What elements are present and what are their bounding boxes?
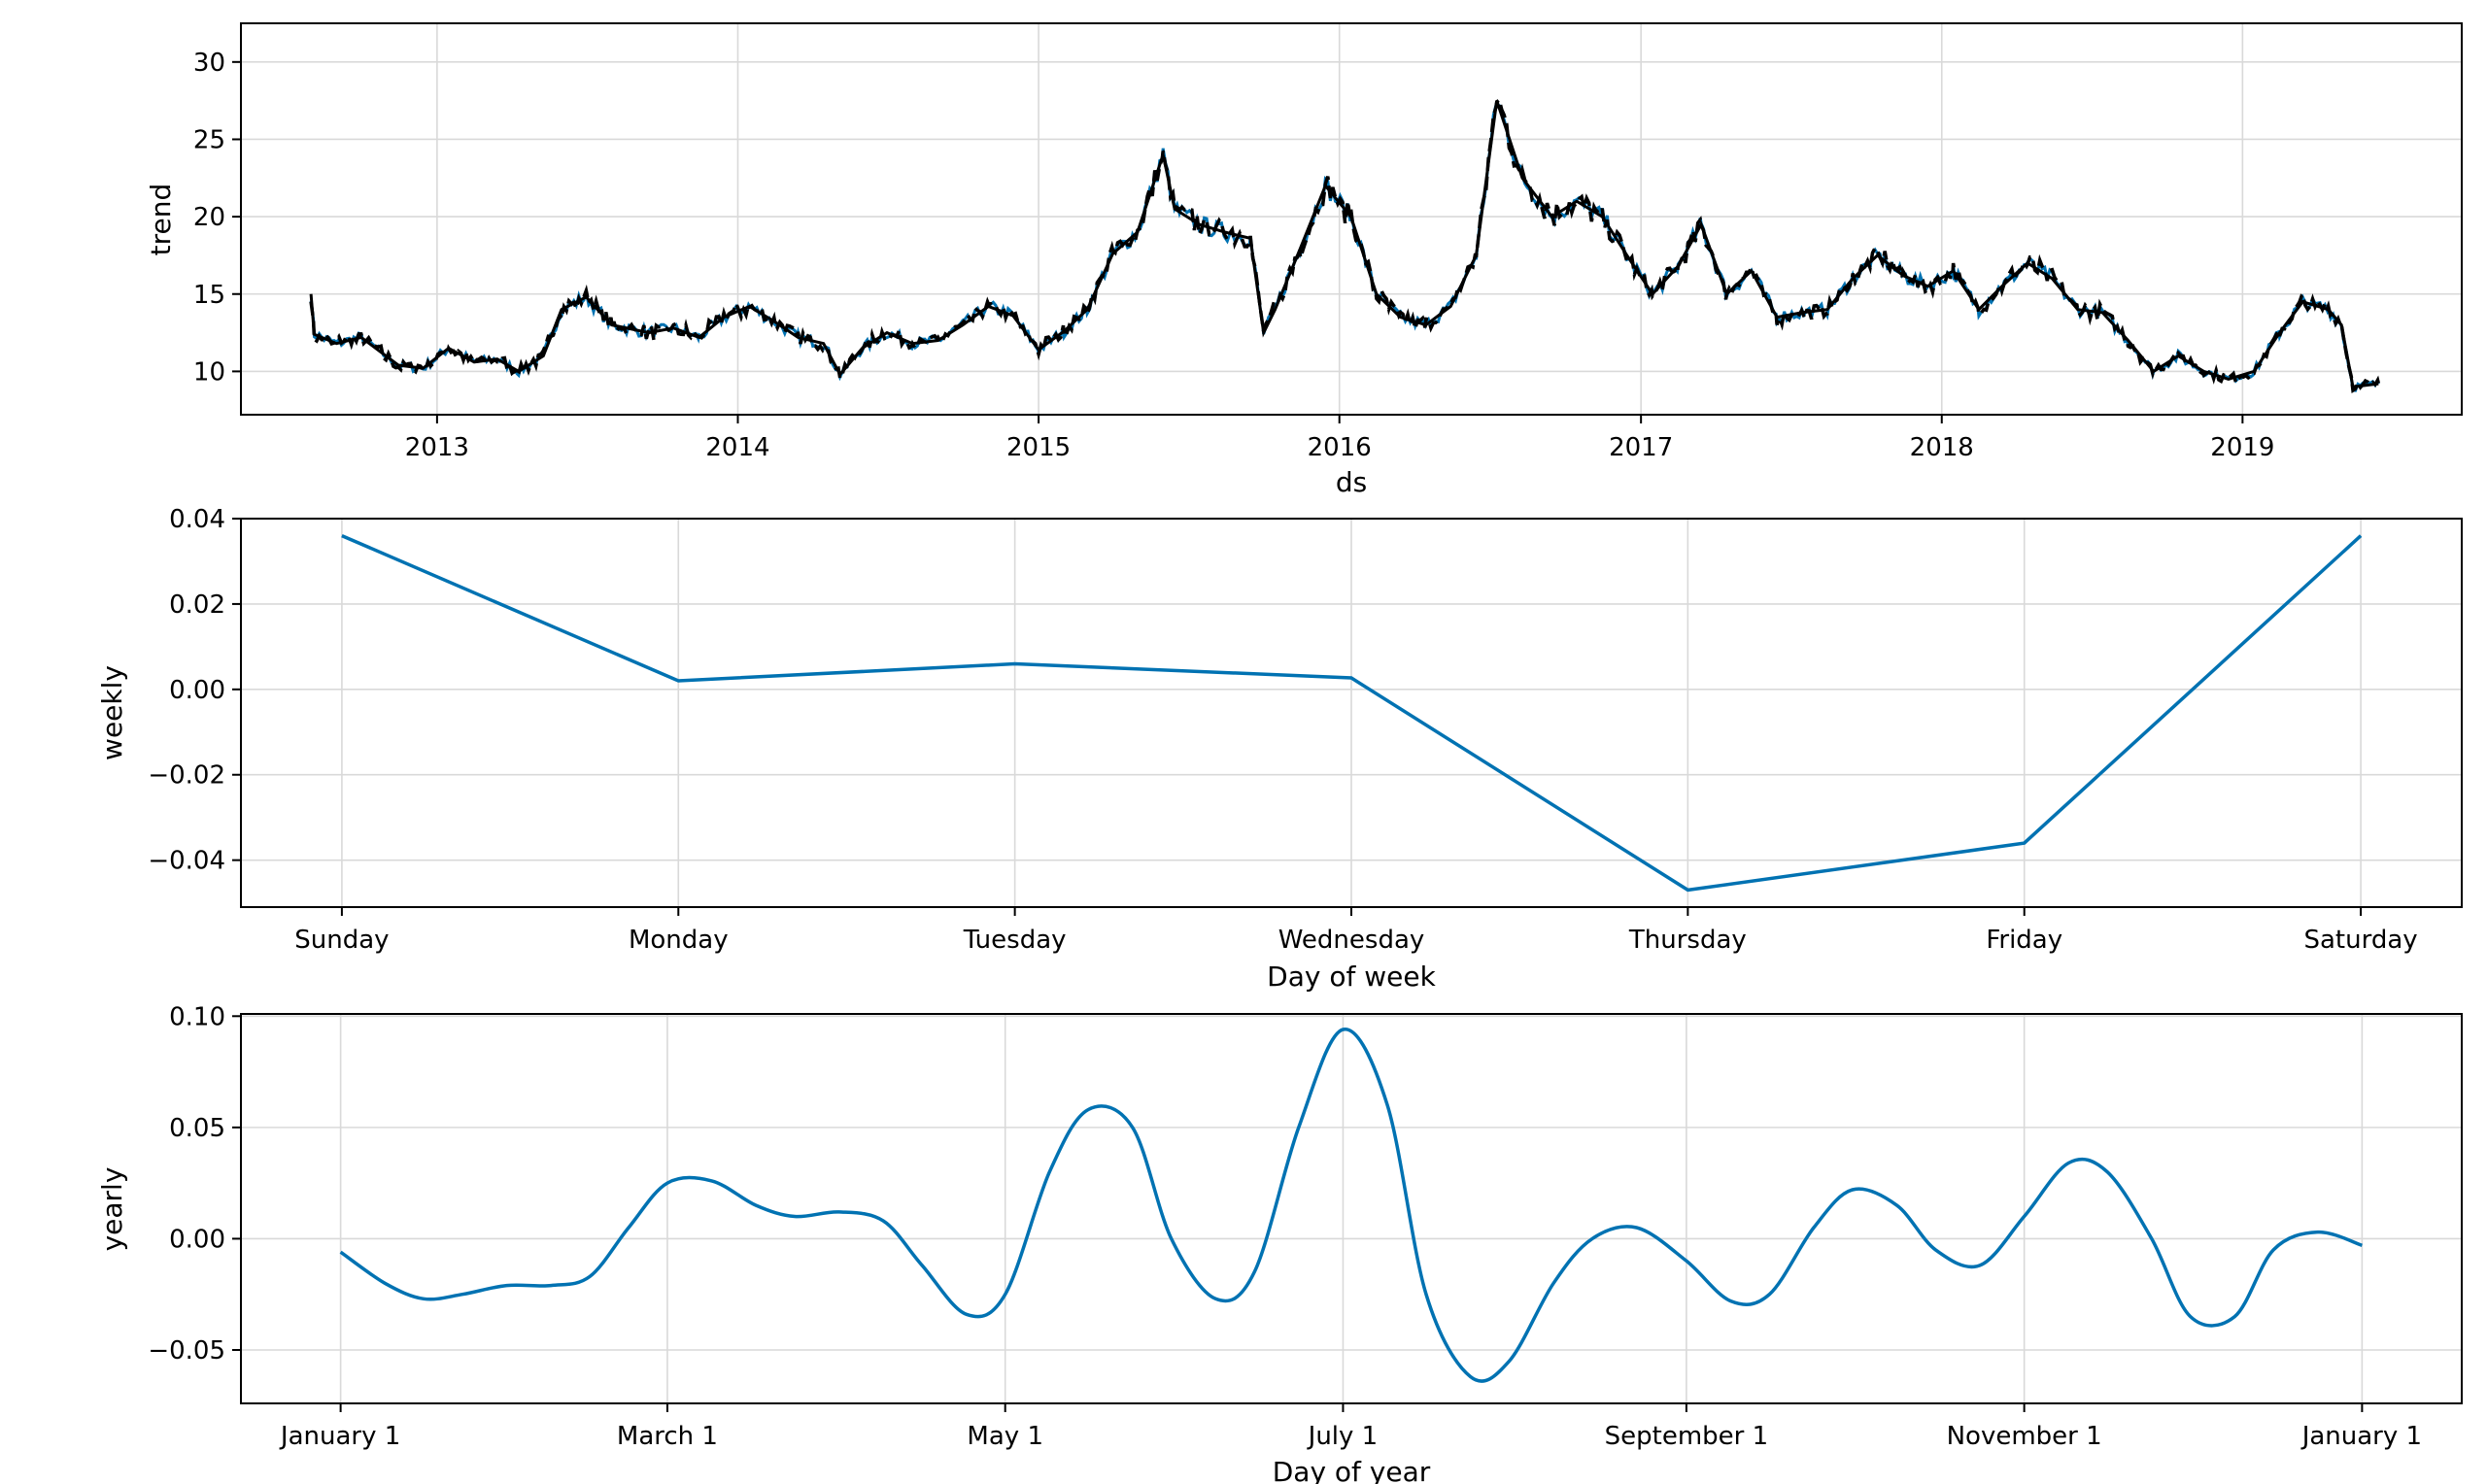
weekly-y-tick-label: −0.02 [148,761,225,791]
yearly-x-tick-label: January 1 [2300,1422,2422,1451]
yearly-x-tick-label: May 1 [967,1422,1043,1451]
weekly-x-tick-label: Sunday [294,926,389,955]
weekly-y-tick-label: −0.04 [148,847,225,876]
trend-y-tick-label: 25 [193,125,225,154]
trend-panel: 2013 2014 2015 2016 2017 2018 2019 10 15 20 25 30 d… [145,22,2463,498]
yearly-line [339,1028,2363,1383]
weekly-x-tick-label: Wednesday [1278,926,1425,955]
trend-x-tick-label: 2017 [1609,433,1673,462]
trend-series [309,96,2380,394]
yearly-ticks: January 1 March 1 May 1 July 1 September 1 No… [148,1002,2422,1451]
trend-x-tick-label: 2013 [405,433,469,462]
trend-x-tick-label: 2016 [1308,433,1372,462]
trend-y-tick-label: 30 [193,49,225,78]
weekly-series [341,533,2363,893]
yearly-series [339,1028,2363,1383]
yearly-x-axis-label: Day of year [1273,1456,1431,1484]
yearly-x-tick-label: January 1 [279,1422,400,1451]
yearly-y-axis-label: yearly [96,1167,128,1252]
yearly-grid [241,1014,2462,1403]
yearly-x-tick-label: July 1 [1307,1422,1379,1451]
yearly-x-tick-label: March 1 [617,1422,718,1451]
weekly-x-axis-label: Day of week [1267,961,1436,993]
trend-ticks: 2013 2014 2015 2016 2017 2018 2019 10 15 20 25 30 [193,49,2275,462]
yearly-y-tick-label: 0.00 [169,1225,225,1254]
trend-x-axis-label: ds [1336,466,1367,498]
weekly-x-tick-label: Saturday [2304,926,2418,955]
trend-x-tick-label: 2018 [1910,433,1974,462]
yearly-axes-frame [240,1013,2463,1404]
trend-y-tick-label: 20 [193,203,225,232]
trend-y-tick-label: 10 [193,357,225,387]
weekly-line [341,533,2363,893]
weekly-y-tick-label: 0.04 [169,505,225,534]
yearly-panel: January 1 March 1 May 1 July 1 September 1 No… [96,1002,2463,1484]
weekly-x-tick-label: Tuesday [963,926,1067,955]
trend-axes-frame [240,22,2463,416]
yearly-x-tick-label: November 1 [1947,1422,2102,1451]
yearly-y-tick-label: −0.05 [148,1336,225,1366]
trend-grid [241,23,2462,415]
trend-x-tick-label: 2014 [705,433,769,462]
weekly-x-tick-label: Thursday [1628,926,1747,955]
weekly-y-tick-label: 0.00 [169,676,225,705]
weekly-panel: Sunday Monday Tuesday Wednesday Thursday Frid… [96,505,2463,993]
weekly-x-tick-label: Monday [629,926,729,955]
trend-dashed-line [309,96,2380,394]
weekly-ticks: Sunday Monday Tuesday Wednesday Thursday Frid… [148,505,2417,955]
weekly-x-tick-label: Friday [1986,926,2062,955]
trend-y-tick-label: 15 [193,281,225,310]
weekly-y-axis-label: weekly [96,665,128,760]
yearly-x-tick-label: September 1 [1605,1422,1769,1451]
yearly-y-tick-label: 0.10 [169,1002,225,1031]
trend-x-tick-label: 2019 [2210,433,2274,462]
trend-x-tick-label: 2015 [1006,433,1071,462]
yearly-y-tick-label: 0.05 [169,1114,225,1143]
trend-y-axis-label: trend [145,184,177,256]
trend-line [309,100,2379,388]
weekly-y-tick-label: 0.02 [169,590,225,620]
